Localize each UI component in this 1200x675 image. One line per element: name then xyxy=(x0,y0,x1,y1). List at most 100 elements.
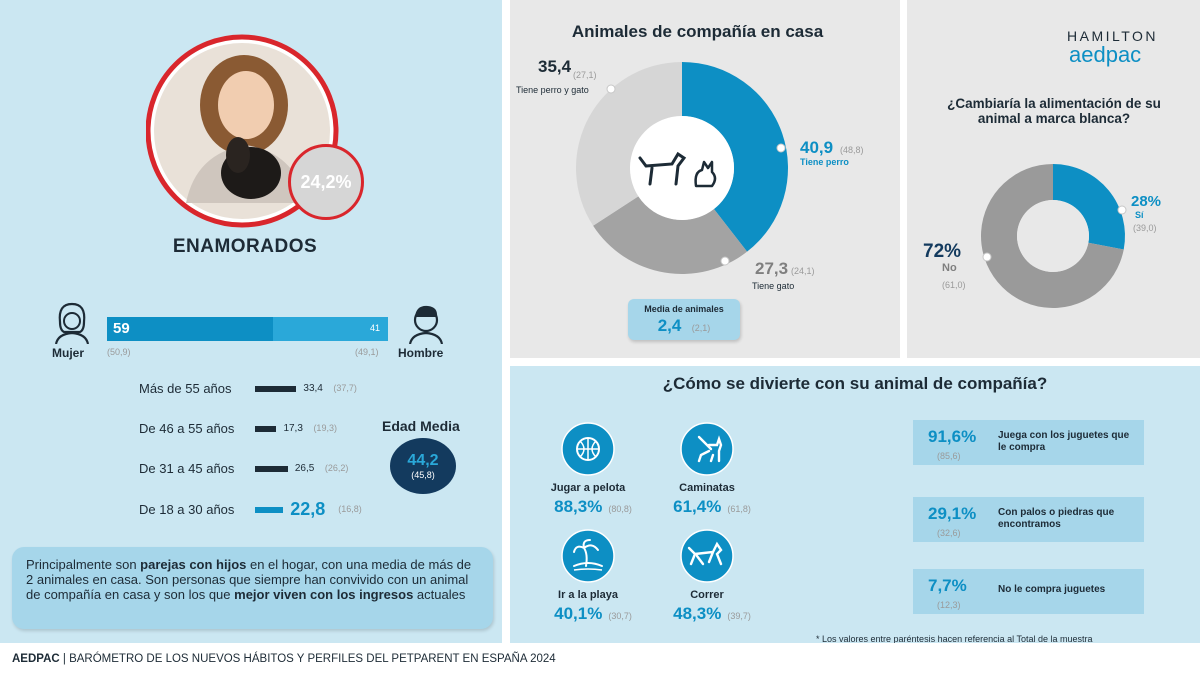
age-total: (26,2) xyxy=(324,463,349,473)
toy-value: 91,6% xyxy=(928,427,977,446)
profile-panel: 24,2% ENAMORADOS Mujer Hombre 59 41 (50,… xyxy=(0,0,502,643)
age-mean-total: (45,8) xyxy=(411,470,435,480)
activity-total: (61,8) xyxy=(727,504,751,514)
age-bar xyxy=(255,386,297,392)
pets-slice-total: (27,1) xyxy=(573,70,597,80)
dog-cat-icon xyxy=(638,151,717,188)
brand-slice-total: (61,0) xyxy=(942,280,966,290)
pets-donut-chart: 40,9 (48,8) Tiene perro 27,3 (24,1) Tiene gat… xyxy=(516,57,864,291)
gender-male-value: 41 xyxy=(369,323,380,333)
ball-icon xyxy=(561,422,615,476)
pets-title: Animales de compañía en casa xyxy=(571,22,824,41)
brand-slice-marker xyxy=(982,252,992,262)
woman-icon xyxy=(54,302,90,344)
footer-brand: AEDPAC xyxy=(12,653,60,665)
logo-hamilton: HAMILTON xyxy=(1067,28,1159,44)
dog-walk-icon xyxy=(680,422,734,476)
activity-item: Jugar a pelota 88,3% (80,8) xyxy=(528,421,648,531)
toy-total: (85,6) xyxy=(937,451,961,461)
gender-bar-female xyxy=(107,317,273,341)
brand-donut-chart: 28%Sí (39,0) 72%No (61,0) xyxy=(923,164,1161,309)
age-value: 17,3 xyxy=(283,423,303,434)
activity-value-row: 88,3% (80,8) xyxy=(528,497,658,517)
pets-slice-value: 27,3 xyxy=(755,259,788,278)
fun-panel: ¿Cómo se divierte con su animal de compa… xyxy=(510,366,1200,644)
activity-value: 40,1% xyxy=(554,604,603,623)
toy-label: Con palos o piedras que encontramos xyxy=(998,507,1115,530)
age-bar xyxy=(255,426,277,432)
brand-slice-label: Sí xyxy=(1135,210,1144,220)
profile-photo xyxy=(146,34,339,228)
brand-donut-hole xyxy=(1017,200,1089,272)
activity-value-row: 40,1% (30,7) xyxy=(528,604,658,624)
brand-panel: HAMILTON aedpac ¿Cambiaría la alimentaci… xyxy=(907,0,1200,358)
footer-text: | BARÓMETRO DE LOS NUEVOS HÁBITOS Y PERF… xyxy=(59,653,556,665)
gender-bar-male xyxy=(272,317,388,341)
summary-box: Principalmente son parejas con hijos en … xyxy=(12,547,493,629)
gender-female-total: (50,9) xyxy=(107,347,131,357)
age-total: (37,7) xyxy=(333,383,357,393)
activity-label: Ir a la playa xyxy=(558,589,618,601)
brand-slice-value: 72% xyxy=(923,241,961,262)
activity-value: 48,3% xyxy=(673,604,722,623)
age-mean-value: 44,2 xyxy=(407,452,439,469)
pets-average-box: Media de animales 2,4 (2,1) xyxy=(628,299,740,340)
profile-share-badge: 24,2% xyxy=(288,144,364,220)
brand-slice-total: (39,0) xyxy=(1133,223,1157,233)
pets-slice-label: Tiene gato xyxy=(752,281,794,291)
age-label: De 46 a 55 años xyxy=(139,421,235,436)
activity-value: 88,3% xyxy=(554,497,603,516)
gender-bar: 59 41 xyxy=(107,317,388,341)
toy-item: 29,1% (32,6) Con palos o piedras que encon… xyxy=(913,497,1144,542)
pets-slice-total: (24,1) xyxy=(791,266,815,276)
pets-slice-value: 35,4 xyxy=(538,57,572,76)
age-total: (16,8) xyxy=(338,504,362,514)
activity-item: Ir a la playa 40,1% (30,7) xyxy=(528,528,648,638)
gender-female-value: 59 xyxy=(113,320,130,337)
pets-slice-total: (48,8) xyxy=(840,145,864,155)
pets-slice-value: 40,9 xyxy=(800,138,833,157)
age-value: 33,4 xyxy=(303,383,323,394)
summary-bold-2: mejor viven con los ingresos xyxy=(234,587,414,602)
activity-label: Correr xyxy=(690,589,724,601)
brand-slice-marker xyxy=(1117,205,1127,215)
activity-value-row: 48,3% (39,7) xyxy=(647,604,777,624)
person-face xyxy=(218,71,274,139)
footer: AEDPAC | BARÓMETRO DE LOS NUEVOS HÁBITOS… xyxy=(0,643,1200,675)
brand-slice xyxy=(981,164,1124,309)
activity-total: (80,8) xyxy=(608,504,632,514)
toy-item: 7,7% (12,3) No le compra juguetes xyxy=(913,569,1144,614)
man-icon xyxy=(408,305,444,344)
age-label: Más de 55 años xyxy=(139,381,232,396)
toy-total: (12,3) xyxy=(937,600,961,610)
pets-donut-hole xyxy=(630,116,734,220)
pets-average-total: (2,1) xyxy=(691,323,711,333)
profile-share-value: 24,2% xyxy=(300,171,352,192)
profile-title: ENAMORADOS xyxy=(172,236,318,257)
brand-question: ¿Cambiaría la alimentación de su animal … xyxy=(947,96,1161,126)
pets-slice xyxy=(593,196,748,274)
activity-value-row: 61,4% (61,8) xyxy=(647,497,777,517)
activity-item: Caminatas 61,4% (61,8) xyxy=(647,421,767,531)
pets-average-value: 2,4 xyxy=(657,316,682,335)
age-value: 26,5 xyxy=(294,463,315,474)
pets-slice xyxy=(576,62,682,226)
age-mean-title: Edad Media xyxy=(382,418,460,434)
activity-label: Caminatas xyxy=(679,482,735,494)
activity-total: (30,7) xyxy=(608,611,632,621)
pets-slice xyxy=(682,62,788,252)
activity-total: (39,7) xyxy=(727,611,751,621)
activity-value: 61,4% xyxy=(673,497,722,516)
pets-slice-marker xyxy=(606,84,616,94)
toy-label: No le compra juguetes xyxy=(998,584,1106,595)
pets-slice-label: Tiene perro xyxy=(800,157,849,167)
pets-slice-marker xyxy=(720,256,730,266)
toy-item: 91,6% (85,6) Juega con los juguetes que le… xyxy=(913,420,1144,465)
activity-item: Correr 48,3% (39,7) xyxy=(647,528,767,638)
age-label: De 31 a 45 años xyxy=(139,461,235,476)
age-value: 22,8 xyxy=(290,499,326,519)
summary-text-3: actuales xyxy=(413,587,466,602)
toy-total: (32,6) xyxy=(937,528,961,538)
age-mean-badge: 44,2 (45,8) xyxy=(390,438,456,494)
summary-text-1: Principalmente son xyxy=(26,557,141,572)
